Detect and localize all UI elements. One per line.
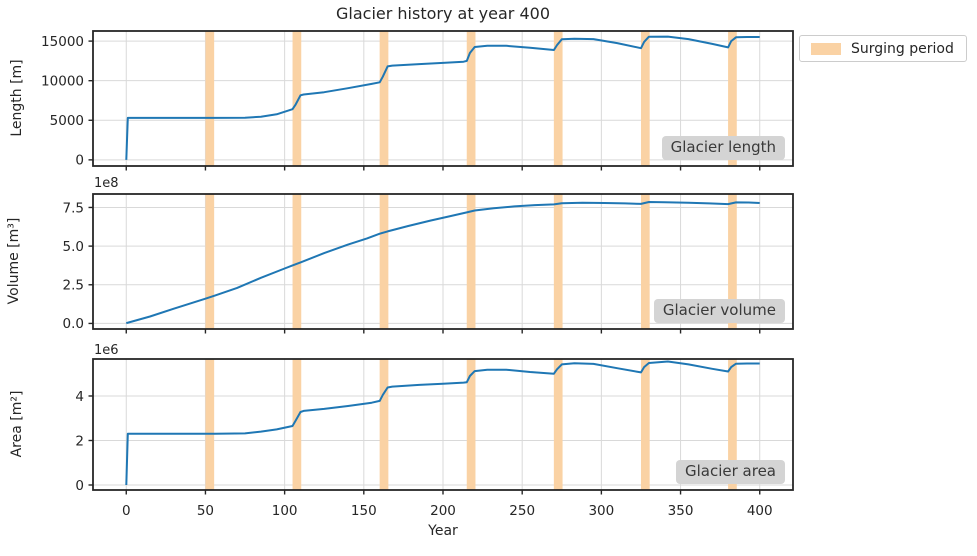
svg-text:15000: 15000 (41, 34, 84, 50)
svg-text:0: 0 (75, 153, 84, 169)
length-chart-canvas: 0 5000 10000 15000 (41, 30, 794, 171)
legend: Surging period (799, 35, 967, 62)
svg-text:0: 0 (122, 503, 131, 519)
volume-chart-canvas: 0.0 2.5 5.0 7.5 (63, 193, 794, 334)
legend-swatch-surging-period (811, 42, 841, 55)
svg-text:400: 400 (747, 503, 773, 519)
svg-text:4: 4 (75, 389, 84, 405)
subplot-area: 0 50 100 150 200 250 300 350 400 0 2 4 Glacier area (75, 358, 794, 519)
svg-text:5000: 5000 (50, 113, 84, 129)
subplot-length: 0 5000 10000 15000 Glacier length (41, 30, 794, 171)
svg-text:200: 200 (430, 503, 456, 519)
chart-title: Glacier history at year 400 (336, 4, 550, 23)
x-axis-label: Year (428, 523, 458, 539)
svg-text:0.0: 0.0 (63, 316, 84, 332)
svg-text:5.0: 5.0 (63, 239, 84, 255)
corner-label-volume: Glacier volume (653, 299, 785, 323)
svg-text:150: 150 (351, 503, 377, 519)
svg-text:250: 250 (509, 503, 535, 519)
svg-text:2: 2 (75, 433, 84, 449)
offset-label-area: 1e6 (94, 343, 119, 358)
offset-label-volume: 1e8 (94, 176, 119, 191)
corner-label-area: Glacier area (675, 460, 785, 484)
svg-text:50: 50 (197, 503, 214, 519)
area-chart-canvas: 0 50 100 150 200 250 300 350 400 0 2 4 (75, 358, 794, 519)
legend-label: Surging period (851, 40, 954, 57)
corner-label-length: Glacier length (661, 136, 785, 160)
svg-text:10000: 10000 (41, 73, 84, 89)
y-axis-label-area: Area [m²] (9, 390, 25, 458)
svg-text:2.5: 2.5 (63, 278, 84, 294)
svg-text:350: 350 (668, 503, 694, 519)
svg-text:0: 0 (75, 478, 84, 494)
svg-text:7.5: 7.5 (63, 200, 84, 216)
svg-text:300: 300 (588, 503, 614, 519)
svg-text:100: 100 (272, 503, 298, 519)
subplot-volume: 0.0 2.5 5.0 7.5 Glacier volume (63, 193, 794, 334)
